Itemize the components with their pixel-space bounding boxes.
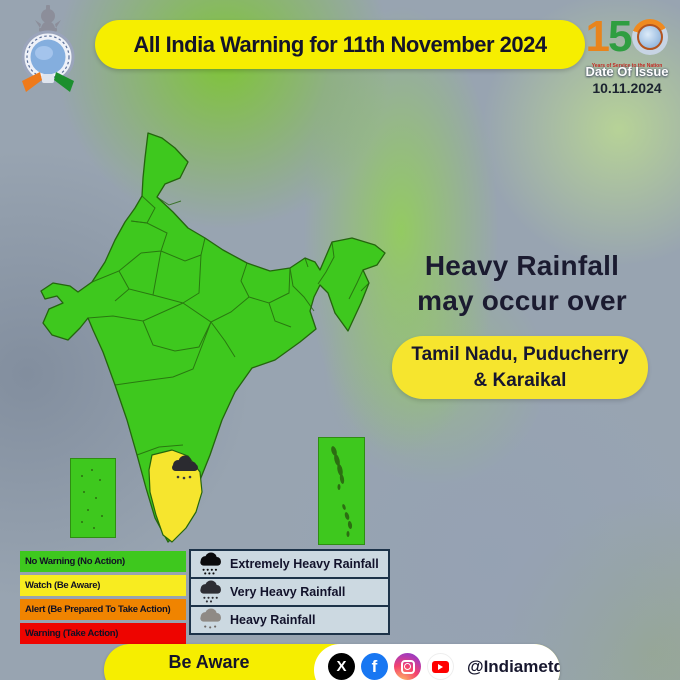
facebook-icon: f — [361, 653, 388, 680]
legend-label: No Warning (No Action) — [25, 556, 125, 567]
social-row: X f @Indiametdept — [328, 653, 560, 680]
andaman-nicobar-inset — [318, 437, 365, 545]
x-twitter-icon: X — [328, 653, 355, 680]
logo-150-digits: 1 5 — [586, 12, 669, 62]
instagram-icon — [394, 653, 421, 680]
youtube-icon — [427, 653, 454, 680]
globe-icon — [637, 24, 664, 50]
region-badge-line2: & Karaikal — [473, 369, 567, 391]
cta-section: Be Aware — [104, 644, 314, 680]
rain-cloud-map-icon — [172, 455, 198, 480]
rainfall-label: Heavy Rainfall — [230, 613, 316, 627]
legend-label: Watch (Be Aware) — [25, 580, 101, 591]
heading-line1: Heavy Rainfall — [424, 250, 620, 281]
date-of-issue-label: Date Of Issue — [585, 64, 669, 79]
cta-text: Be Aware — [168, 651, 250, 672]
heavy-rain-cloud-icon — [200, 608, 221, 629]
india-outline — [40, 132, 386, 543]
legend-row-warning: Warning (Take Action) — [20, 623, 186, 644]
rainfall-label: Extremely Heavy Rainfall — [230, 557, 379, 571]
lion-capital-icon — [35, 5, 61, 32]
state-boundaries — [87, 195, 370, 456]
logo-digit-5: 5 — [608, 12, 633, 61]
tricolor-ribbon — [22, 72, 74, 92]
play-glyph — [432, 660, 449, 673]
imd-logo — [21, 5, 75, 92]
tamil-nadu-region — [148, 449, 203, 543]
legend-row-no-warning: No Warning (No Action) — [20, 551, 186, 572]
social-section: X f @Indiametdept — [314, 644, 560, 680]
heading-line2: may occur over — [417, 285, 627, 316]
globe-zero-icon — [632, 19, 669, 55]
india-map — [40, 132, 386, 543]
rainfall-legend: Extremely Heavy Rainfall Very Heavy Rain… — [189, 549, 390, 635]
poster-title: All India Warning for 11th November 2024 — [133, 31, 547, 57]
logo-tagline: Years of Service to the Nation — [591, 63, 663, 69]
date-of-issue-value: 10.11.2024 — [592, 80, 662, 96]
imd-150-years-logo: 1 5 Years of Service to the Nation — [584, 12, 670, 69]
extremely-heavy-rain-cloud-icon — [200, 552, 221, 575]
legend-row-alert: Alert (Be Prepared To Take Action) — [20, 599, 186, 620]
very-heavy-rain-cloud-icon — [200, 580, 221, 603]
warning-legend: No Warning (No Action) Watch (Be Aware) … — [20, 551, 186, 647]
legend-row-watch: Watch (Be Aware) — [20, 575, 186, 596]
region-badge-line1: Tamil Nadu, Puducherry — [411, 343, 629, 365]
heading: Heavy Rainfall may occur over — [396, 248, 648, 318]
social-handle: @Indiametdept — [467, 656, 560, 676]
title-banner: All India Warning for 11th November 2024 — [95, 20, 585, 69]
rainfall-row-very-heavy: Very Heavy Rainfall — [189, 577, 390, 607]
date-of-issue: Date Of Issue 10.11.2024 — [582, 64, 672, 96]
region-badge: Tamil Nadu, Puducherry & Karaikal — [392, 336, 648, 399]
legend-label: Warning (Take Action) — [25, 628, 119, 639]
legend-label: Alert (Be Prepared To Take Action) — [25, 604, 171, 615]
logo-digit-1: 1 — [585, 12, 611, 61]
rainfall-row-extremely-heavy: Extremely Heavy Rainfall — [189, 549, 390, 579]
lakshadweep-inset — [70, 458, 116, 538]
rainfall-label: Very Heavy Rainfall — [230, 585, 346, 599]
rainfall-row-heavy: Heavy Rainfall — [189, 605, 390, 635]
camera-glyph — [400, 659, 415, 674]
footer-bar: Be Aware X f @Indiametdept — [104, 644, 560, 680]
